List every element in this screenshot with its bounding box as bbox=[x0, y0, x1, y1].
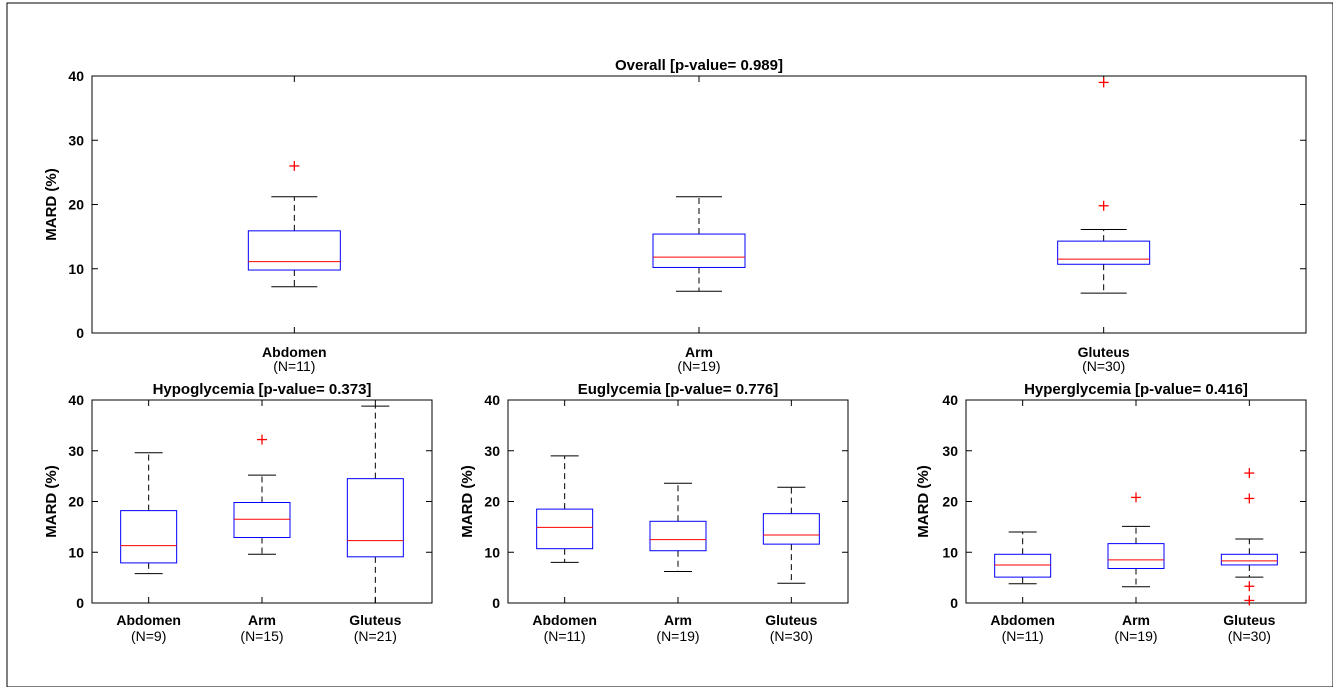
y-tick-label: 0 bbox=[492, 595, 500, 611]
y-tick-label: 30 bbox=[484, 443, 500, 459]
iqr-box bbox=[1057, 240, 1151, 265]
y-tick-label: 0 bbox=[76, 325, 84, 341]
iqr-box bbox=[1107, 543, 1165, 569]
x-category-count: (N=30) bbox=[770, 628, 813, 644]
iqr-box bbox=[994, 553, 1052, 578]
x-category-label: Gluteus bbox=[1223, 612, 1275, 628]
x-category-count: (N=11) bbox=[1002, 628, 1044, 644]
x-category-count: (N=19) bbox=[677, 358, 720, 374]
x-category-label: Gluteus bbox=[349, 612, 401, 628]
x-category-label: Abdomen bbox=[262, 344, 327, 360]
x-category-label: Arm bbox=[664, 612, 692, 628]
axes-frame bbox=[91, 75, 1307, 334]
y-tick-label: 30 bbox=[68, 132, 84, 148]
y-tick-label: 20 bbox=[942, 494, 958, 510]
y-tick-label: 0 bbox=[950, 595, 958, 611]
iqr-box bbox=[247, 230, 341, 271]
chart-title: Overall [p-value= 0.989] bbox=[615, 57, 783, 74]
x-category-count: (N=11) bbox=[273, 358, 315, 374]
iqr-box bbox=[649, 520, 707, 552]
x-category-label: Abdomen bbox=[990, 612, 1055, 628]
x-category-count: (N=21) bbox=[354, 628, 397, 644]
x-category-count: (N=19) bbox=[656, 628, 699, 644]
x-category-label: Arm bbox=[1122, 612, 1150, 628]
x-category-count: (N=11) bbox=[544, 628, 586, 644]
x-category-count: (N=15) bbox=[240, 628, 283, 644]
y-tick-label: 10 bbox=[484, 544, 500, 560]
x-category-label: Arm bbox=[248, 612, 276, 628]
axes-frame bbox=[507, 399, 849, 604]
y-tick-label: 40 bbox=[942, 392, 958, 408]
y-tick-label: 10 bbox=[942, 544, 958, 560]
y-tick-label: 40 bbox=[484, 392, 500, 408]
x-category-count: (N=30) bbox=[1082, 358, 1125, 374]
x-category-label: Abdomen bbox=[532, 612, 597, 628]
chart-title: Hyperglycemia [p-value= 0.416] bbox=[1024, 381, 1248, 398]
x-category-label: Gluteus bbox=[1078, 344, 1130, 360]
x-category-label: Arm bbox=[685, 344, 713, 360]
y-tick-label: 10 bbox=[68, 261, 84, 277]
iqr-box bbox=[120, 510, 178, 564]
chart-title: Hypoglycemia [p-value= 0.373] bbox=[153, 381, 372, 398]
y-tick-label: 30 bbox=[68, 443, 84, 459]
x-category-count: (N=19) bbox=[1114, 628, 1157, 644]
iqr-box bbox=[233, 502, 291, 539]
chart-title: Euglycemia [p-value= 0.776] bbox=[578, 381, 779, 398]
iqr-box bbox=[536, 508, 594, 550]
y-axis-label: MARD (%) bbox=[459, 465, 476, 538]
y-tick-label: 20 bbox=[68, 494, 84, 510]
y-tick-label: 20 bbox=[484, 494, 500, 510]
iqr-box bbox=[346, 478, 404, 558]
y-tick-label: 30 bbox=[942, 443, 958, 459]
y-tick-label: 40 bbox=[68, 68, 84, 84]
x-category-count: (N=30) bbox=[1228, 628, 1271, 644]
y-tick-label: 0 bbox=[76, 595, 84, 611]
iqr-box bbox=[652, 233, 746, 268]
iqr-box bbox=[1220, 553, 1278, 566]
y-tick-label: 10 bbox=[68, 544, 84, 560]
x-category-label: Abdomen bbox=[116, 612, 181, 628]
y-tick-label: 40 bbox=[68, 392, 84, 408]
iqr-box bbox=[762, 513, 820, 545]
y-axis-label: MARD (%) bbox=[43, 465, 60, 538]
x-category-label: Gluteus bbox=[765, 612, 817, 628]
y-tick-label: 20 bbox=[68, 197, 84, 213]
x-category-count: (N=9) bbox=[131, 628, 166, 644]
y-axis-label: MARD (%) bbox=[915, 465, 932, 538]
y-axis-label: MARD (%) bbox=[43, 168, 60, 241]
